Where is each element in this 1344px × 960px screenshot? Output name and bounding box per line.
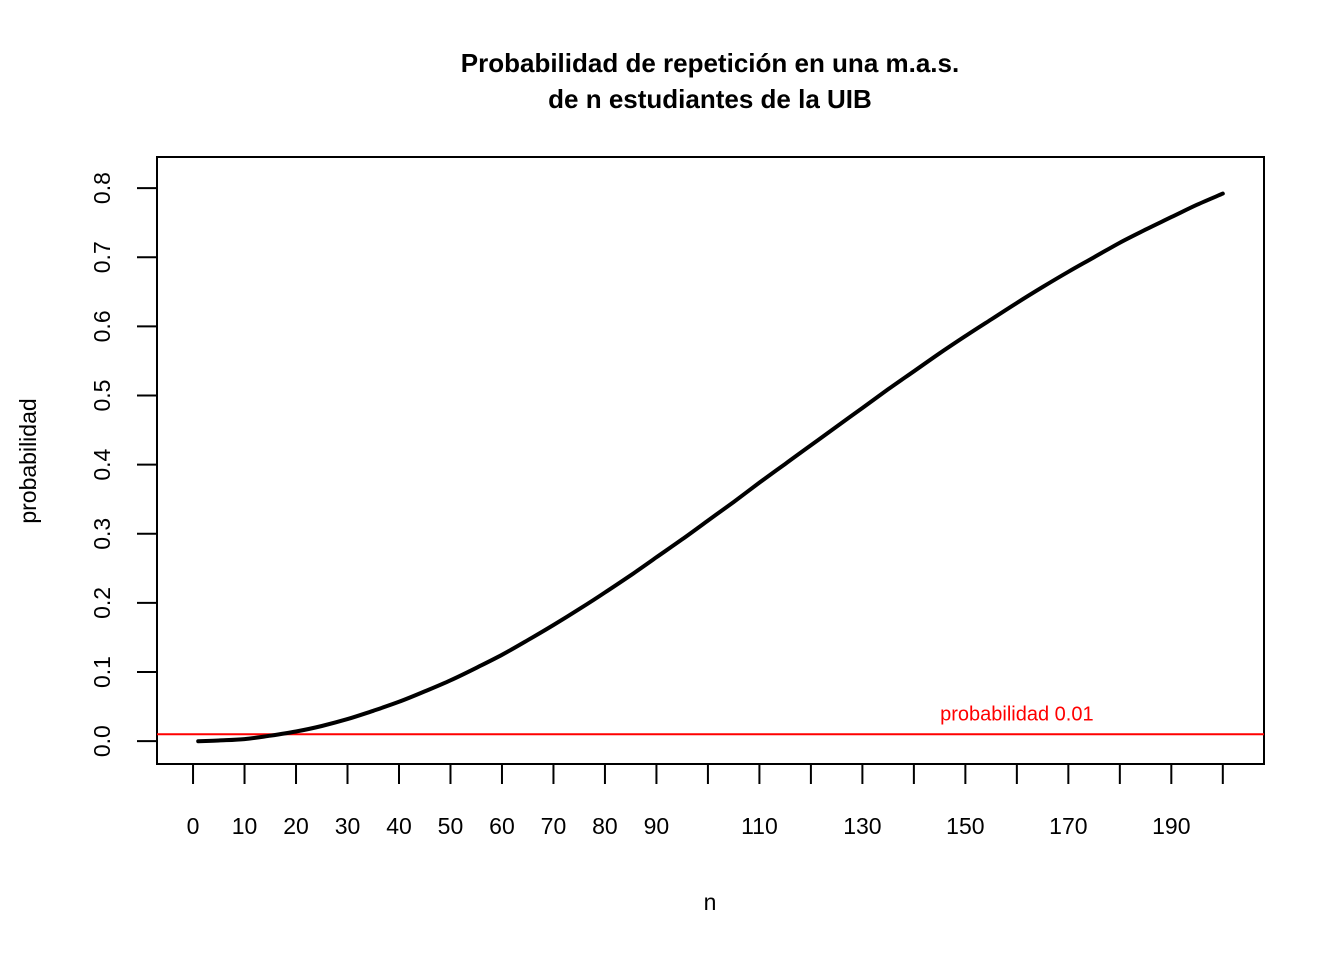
x-tick-label: 150 — [946, 813, 984, 839]
data-point — [243, 737, 247, 741]
data-point — [912, 369, 916, 373]
data-point — [423, 689, 427, 693]
data-point — [217, 738, 221, 742]
chart-title-line2: de n estudiantes de la UIB — [548, 84, 872, 114]
data-point — [551, 623, 555, 627]
data-point — [320, 724, 324, 728]
data-point — [860, 406, 864, 410]
series-line-probabilidad — [196, 191, 1225, 744]
data-point — [196, 739, 200, 743]
data-point — [629, 573, 633, 577]
y-axis: 0.0 0.1 0.2 0.3 0.4 0.5 0.6 0.7 0.8 — [89, 172, 158, 757]
y-tick-label: 0.8 — [89, 172, 115, 204]
data-point — [526, 638, 530, 642]
x-tick-label: 80 — [592, 813, 618, 839]
x-tick-label: 110 — [741, 813, 778, 839]
data-point — [371, 709, 375, 713]
data-point — [577, 607, 581, 611]
data-point — [1118, 241, 1122, 245]
x-tick-label: 170 — [1049, 813, 1087, 839]
y-tick-label: 0.4 — [89, 448, 115, 480]
y-tick-label: 0.1 — [89, 656, 115, 688]
x-tick-label: 0 — [187, 813, 200, 839]
data-point — [706, 519, 710, 523]
y-axis-label: probabilidad — [15, 398, 41, 523]
data-point — [1195, 203, 1199, 207]
data-point — [835, 425, 839, 429]
x-tick-label: 50 — [438, 813, 464, 839]
data-point — [938, 351, 942, 355]
y-tick-label: 0.6 — [89, 310, 115, 342]
y-tick-label: 0.7 — [89, 241, 115, 273]
y-tick-label: 0.3 — [89, 518, 115, 550]
data-point — [783, 462, 787, 466]
data-point — [294, 730, 298, 734]
data-point — [500, 653, 504, 657]
data-point — [654, 555, 658, 559]
x-tick-label: 40 — [386, 813, 412, 839]
data-point — [1169, 215, 1173, 219]
data-point — [757, 481, 761, 485]
data-point — [1041, 285, 1045, 289]
data-point — [1144, 228, 1148, 232]
x-axis-label: n — [704, 889, 717, 915]
series-points — [196, 192, 1225, 743]
data-point — [474, 666, 478, 670]
data-point — [680, 537, 684, 541]
chart-title-line1: Probabilidad de repetición en una m.a.s. — [461, 48, 959, 78]
y-tick-label: 0.2 — [89, 587, 115, 619]
x-tick-label: 130 — [843, 813, 881, 839]
x-axis: 0 10 20 30 40 50 60 70 80 90 110 130 150 170 190 — [187, 763, 1224, 839]
data-point — [268, 734, 272, 738]
data-point — [1092, 255, 1096, 259]
x-tick-label: 190 — [1152, 813, 1190, 839]
data-point — [448, 678, 452, 682]
data-point — [989, 317, 993, 321]
x-tick-label: 60 — [489, 813, 515, 839]
data-point — [809, 443, 813, 447]
y-tick-label: 0.0 — [89, 725, 115, 757]
plot-frame — [156, 156, 1265, 765]
threshold-label: probabilidad 0.01 — [940, 703, 1093, 725]
data-point — [1221, 192, 1225, 196]
data-point — [1066, 270, 1070, 274]
data-point — [963, 334, 967, 338]
x-tick-label: 30 — [335, 813, 361, 839]
data-point — [346, 717, 350, 721]
data-point — [1015, 301, 1019, 305]
data-point — [732, 500, 736, 504]
data-point — [603, 591, 607, 595]
x-tick-label: 90 — [644, 813, 670, 839]
y-tick-label: 0.5 — [89, 380, 115, 412]
data-point — [397, 700, 401, 704]
data-point — [886, 387, 890, 391]
x-tick-label: 10 — [232, 813, 258, 839]
x-tick-label: 70 — [541, 813, 567, 839]
x-tick-label: 20 — [283, 813, 309, 839]
